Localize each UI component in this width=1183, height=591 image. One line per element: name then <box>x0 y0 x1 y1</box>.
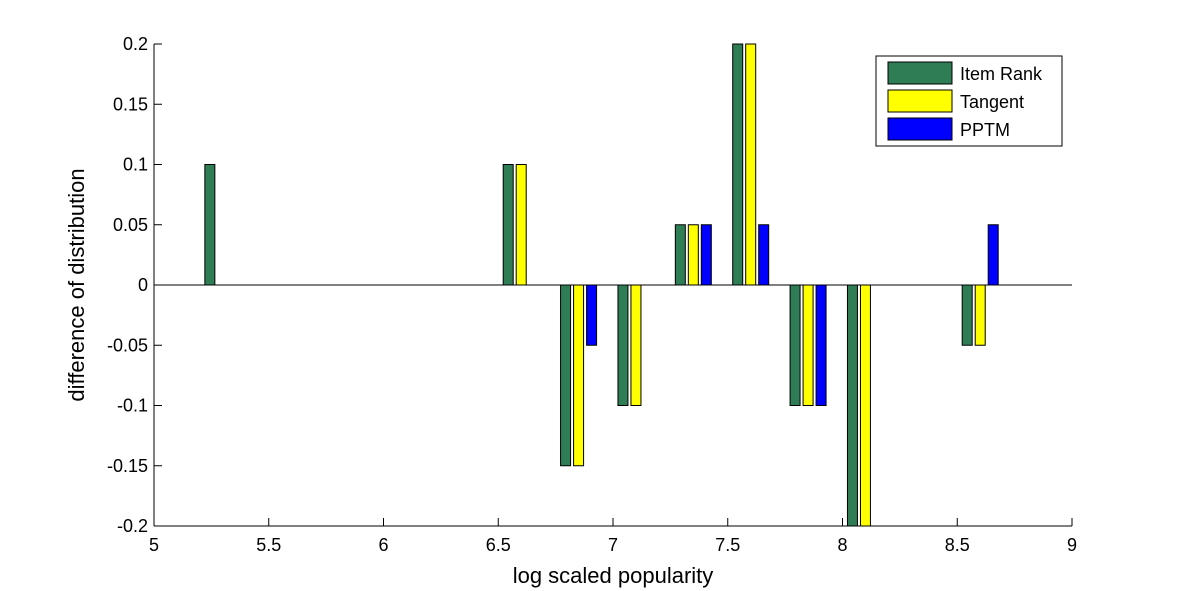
bar-tangent-5 <box>745 43 757 286</box>
legend-label: Item Rank <box>960 64 1043 84</box>
x-tick-label: 8 <box>837 535 847 555</box>
legend-swatch <box>887 89 953 113</box>
bar-item-rank-5 <box>732 43 744 286</box>
x-tick-label: 5 <box>149 535 159 555</box>
y-tick-label: 0.15 <box>113 94 148 114</box>
bar-tangent-8 <box>974 284 986 346</box>
x-tick-label: 5.5 <box>256 535 281 555</box>
bar-item-rank-7 <box>846 284 858 527</box>
axes-group: 5 5.5 6 6.5 7 7.5 8 8.5 9 -0.2 -0.15 -0.1 -0.05 0 0.05… <box>107 34 1077 555</box>
bar-pptm-2 <box>586 284 598 346</box>
bar-pptm-8 <box>987 224 999 286</box>
x-tick-label: 6.5 <box>486 535 511 555</box>
bar-item-rank-4 <box>674 224 686 286</box>
y-tick-label: 0.1 <box>123 155 148 175</box>
bar-tangent-6 <box>802 284 814 406</box>
x-tick-label: 7 <box>608 535 618 555</box>
bar-tangent-2 <box>573 284 585 467</box>
x-tick-label: 9 <box>1067 535 1077 555</box>
bar-tangent-4 <box>687 224 699 286</box>
y-tick-label: 0.2 <box>123 34 148 54</box>
bar-item-rank-8 <box>961 284 973 346</box>
legend: Item Rank Tangent PPTM <box>875 55 1063 147</box>
y-tick-label: -0.05 <box>107 335 148 355</box>
legend-swatch <box>887 117 953 141</box>
x-tick-label: 7.5 <box>715 535 740 555</box>
legend-swatch <box>887 61 953 85</box>
bar-pptm-5 <box>758 224 770 286</box>
bar-item-rank-1 <box>502 164 514 286</box>
y-axis-label: difference of distribution <box>64 168 89 401</box>
y-tick-label: -0.2 <box>117 516 148 536</box>
bar-tangent-7 <box>859 284 871 527</box>
bar-item-rank-0 <box>204 164 216 286</box>
y-tick-label: 0.05 <box>113 215 148 235</box>
bar-pptm-6 <box>815 284 827 406</box>
bar-item-rank-2 <box>560 284 572 467</box>
x-tick-label: 6 <box>378 535 388 555</box>
y-tick-label: 0 <box>138 275 148 295</box>
bar-item-rank-6 <box>789 284 801 406</box>
legend-label: PPTM <box>960 120 1010 140</box>
y-tick-label: -0.1 <box>117 396 148 416</box>
x-axis-label: log scaled popularity <box>513 563 714 588</box>
bar-item-rank-3 <box>617 284 629 406</box>
legend-label: Tangent <box>960 92 1024 112</box>
bar-pptm-4 <box>700 224 712 286</box>
bar-tangent-3 <box>630 284 642 406</box>
x-tick-label: 8.5 <box>945 535 970 555</box>
y-tick-label: -0.15 <box>107 456 148 476</box>
bar-tangent-1 <box>515 164 527 286</box>
